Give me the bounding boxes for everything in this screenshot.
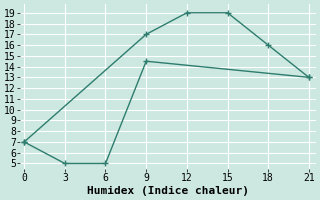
X-axis label: Humidex (Indice chaleur): Humidex (Indice chaleur) xyxy=(87,186,249,196)
